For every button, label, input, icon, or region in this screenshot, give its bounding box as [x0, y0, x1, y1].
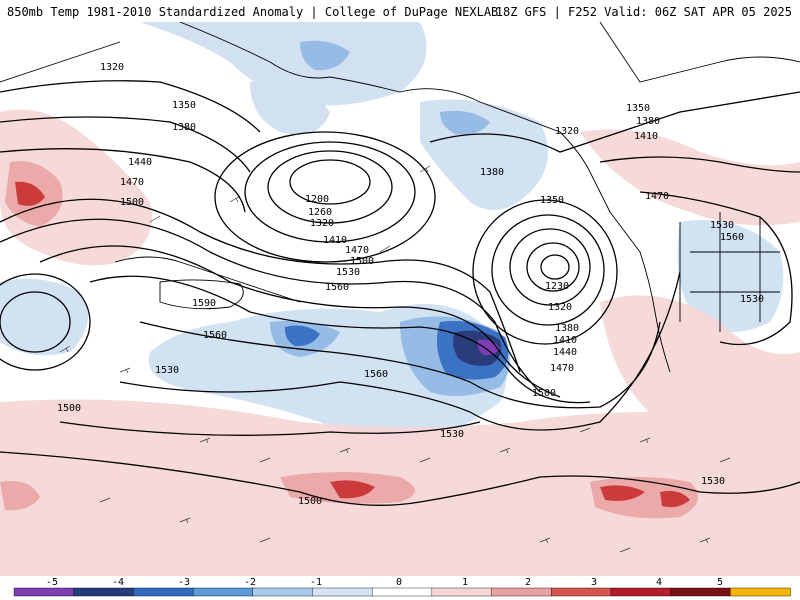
wind-barbs	[59, 165, 731, 553]
colorbar-swatch	[73, 587, 135, 597]
contour-label: 1440	[128, 157, 152, 168]
colorbar-tick: -2	[244, 577, 256, 588]
contour-label: 1530	[336, 267, 360, 278]
contour-label: 1590	[192, 298, 216, 309]
contour-label: 1470	[645, 191, 669, 202]
contour-label: 1380	[636, 116, 660, 127]
contour-label: 1530	[440, 429, 464, 440]
coastlines	[0, 22, 800, 373]
contour-label: 1350	[172, 100, 196, 111]
colorbar-swatch	[192, 587, 254, 597]
height-contours	[0, 80, 800, 506]
colorbar-swatch	[252, 587, 314, 597]
contour-label-group: 1320 1350 1380 1440 1470 1500 1200 1260 …	[57, 62, 764, 507]
colorbar-swatch	[13, 587, 75, 597]
colorbar-swatch	[491, 587, 552, 597]
colorbar-tick: 0	[396, 577, 402, 588]
contour-label: 1500	[120, 197, 144, 208]
colorbar-swatch	[551, 587, 612, 597]
contour-label: 1470	[550, 363, 574, 374]
contour-label: 1380	[480, 167, 504, 178]
contour-label: 1500	[298, 496, 322, 507]
colorbar-tick: -4	[112, 577, 124, 588]
anomaly-colorbar: -5 -4 -3 -2 -1 0 1 2 3 4 5	[13, 577, 791, 597]
contour-label: 1530	[710, 220, 734, 231]
contour-label: 1410	[634, 131, 658, 142]
contour-label: 1350	[540, 195, 564, 206]
contour-label: 1350	[626, 103, 650, 114]
colorbar-tick: 3	[591, 577, 597, 588]
contour-label: 1530	[155, 365, 179, 376]
colorbar-swatches	[13, 587, 791, 597]
contour-label: 1410	[323, 235, 347, 246]
colorbar-swatch	[312, 587, 373, 597]
contour-label: 1560	[720, 232, 744, 243]
contour-label: 1500	[57, 403, 81, 414]
colorbar-tick: -3	[178, 577, 190, 588]
contour-label: 1380	[172, 122, 196, 133]
colorbar-swatch	[670, 587, 732, 597]
contour-label: 1560	[364, 369, 388, 380]
colorbar-tick: 1	[462, 577, 468, 588]
strong-positive-shading	[15, 181, 690, 508]
colorbar-swatch	[730, 587, 791, 597]
contour-label: 1500	[532, 388, 556, 399]
contour-label: 1470	[120, 177, 144, 188]
contour-label: 1200	[305, 194, 329, 205]
colorbar-swatch	[133, 587, 194, 597]
colorbar-tick: 4	[656, 577, 662, 588]
valid-time: 18Z GFS | F252 Valid: 06Z SAT APR 05 202…	[495, 5, 792, 19]
colorbar-tick: -1	[310, 577, 322, 588]
colorbar-tick: 5	[717, 577, 723, 588]
contour-label: 1380	[555, 323, 579, 334]
contour-label: 1320	[310, 218, 334, 229]
contour-label: 1500	[350, 256, 374, 267]
anomaly-map: 1320 1350 1380 1440 1470 1500 1200 1260 …	[0, 22, 800, 576]
contour-label: 1530	[740, 294, 764, 305]
contour-label: 1470	[345, 245, 369, 256]
contour-label: 1410	[553, 335, 577, 346]
colorbar-swatch	[431, 587, 493, 597]
contour-label: 1440	[553, 347, 577, 358]
colorbar-swatch	[610, 587, 672, 597]
contour-label: 1320	[555, 126, 579, 137]
colorbar-tick: -5	[46, 577, 58, 588]
colorbar-swatch	[371, 587, 433, 597]
contour-label: 1560	[203, 330, 227, 341]
contour-label: 1230	[545, 281, 569, 292]
contour-label: 1320	[100, 62, 124, 73]
contour-label: 1530	[701, 476, 725, 487]
contour-label: 1320	[548, 302, 572, 313]
map-header: 850mb Temp 1981-2010 Standardized Anomal…	[0, 0, 800, 22]
contour-label: 1260	[308, 207, 332, 218]
contour-label: 1560	[325, 282, 349, 293]
map-title: 850mb Temp 1981-2010 Standardized Anomal…	[7, 5, 499, 19]
colorbar-ticks: -5 -4 -3 -2 -1 0 1 2 3 4 5	[46, 577, 723, 588]
colorbar-tick: 2	[525, 577, 531, 588]
